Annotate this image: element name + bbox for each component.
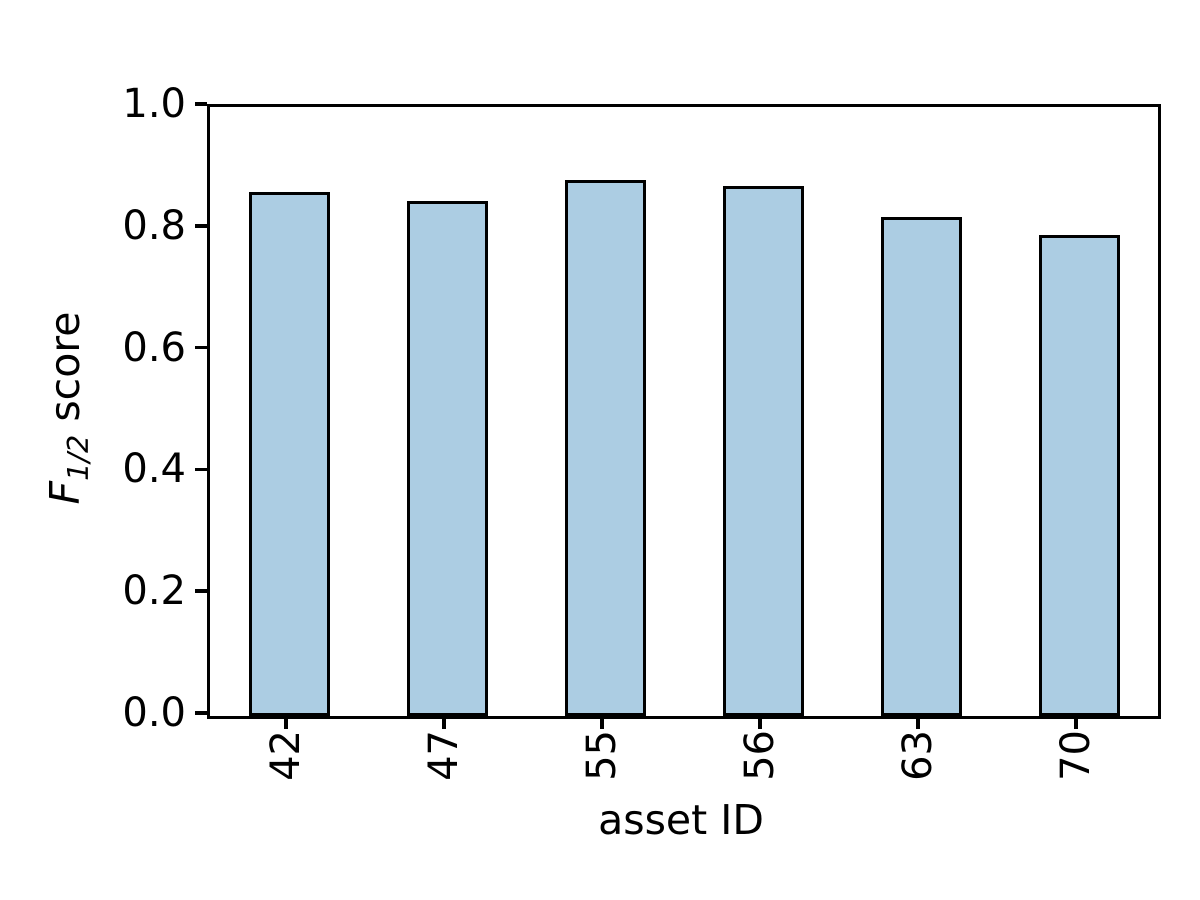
y-tick-label-0.0: 0.0	[122, 690, 186, 736]
y-tick-mark-0.0	[195, 711, 207, 715]
y-tick-label-0.6: 0.6	[122, 324, 186, 371]
x-tick-mark-63	[916, 716, 920, 729]
x-tick-mark-42	[284, 716, 288, 729]
bar-63	[880, 217, 962, 716]
x-tick-mark-55	[600, 716, 604, 729]
y-axis-title-text: score	[41, 311, 89, 435]
y-tick-label-1.0: 1.0	[122, 81, 186, 127]
y-tick-label-0.4: 0.4	[122, 446, 186, 493]
y-tick-label-0.2: 0.2	[122, 568, 186, 615]
x-axis-title: asset ID	[598, 796, 764, 844]
bar-70	[1038, 235, 1120, 716]
bars-layer	[210, 107, 1158, 716]
bar-56	[722, 186, 804, 716]
y-tick-mark-0.2	[195, 589, 207, 593]
y-axis-title-subscript: 1/2	[61, 434, 96, 481]
y-tick-label-0.8: 0.8	[122, 202, 186, 249]
x-tick-mark-47	[442, 716, 446, 729]
plot-area	[207, 104, 1161, 719]
y-tick-mark-0.4	[195, 467, 207, 472]
y-tick-mark-0.6	[195, 345, 207, 350]
x-tick-mark-70	[1074, 716, 1078, 729]
bar-42	[248, 192, 330, 716]
y-axis-title: F1/2 score	[41, 133, 95, 683]
bar-55	[564, 180, 646, 716]
y-axis-title-variable: F	[41, 480, 89, 505]
y-tick-mark-1.0	[195, 102, 207, 106]
bar-47	[406, 201, 488, 716]
x-tick-mark-56	[758, 716, 762, 729]
y-tick-mark-0.8	[195, 224, 207, 228]
